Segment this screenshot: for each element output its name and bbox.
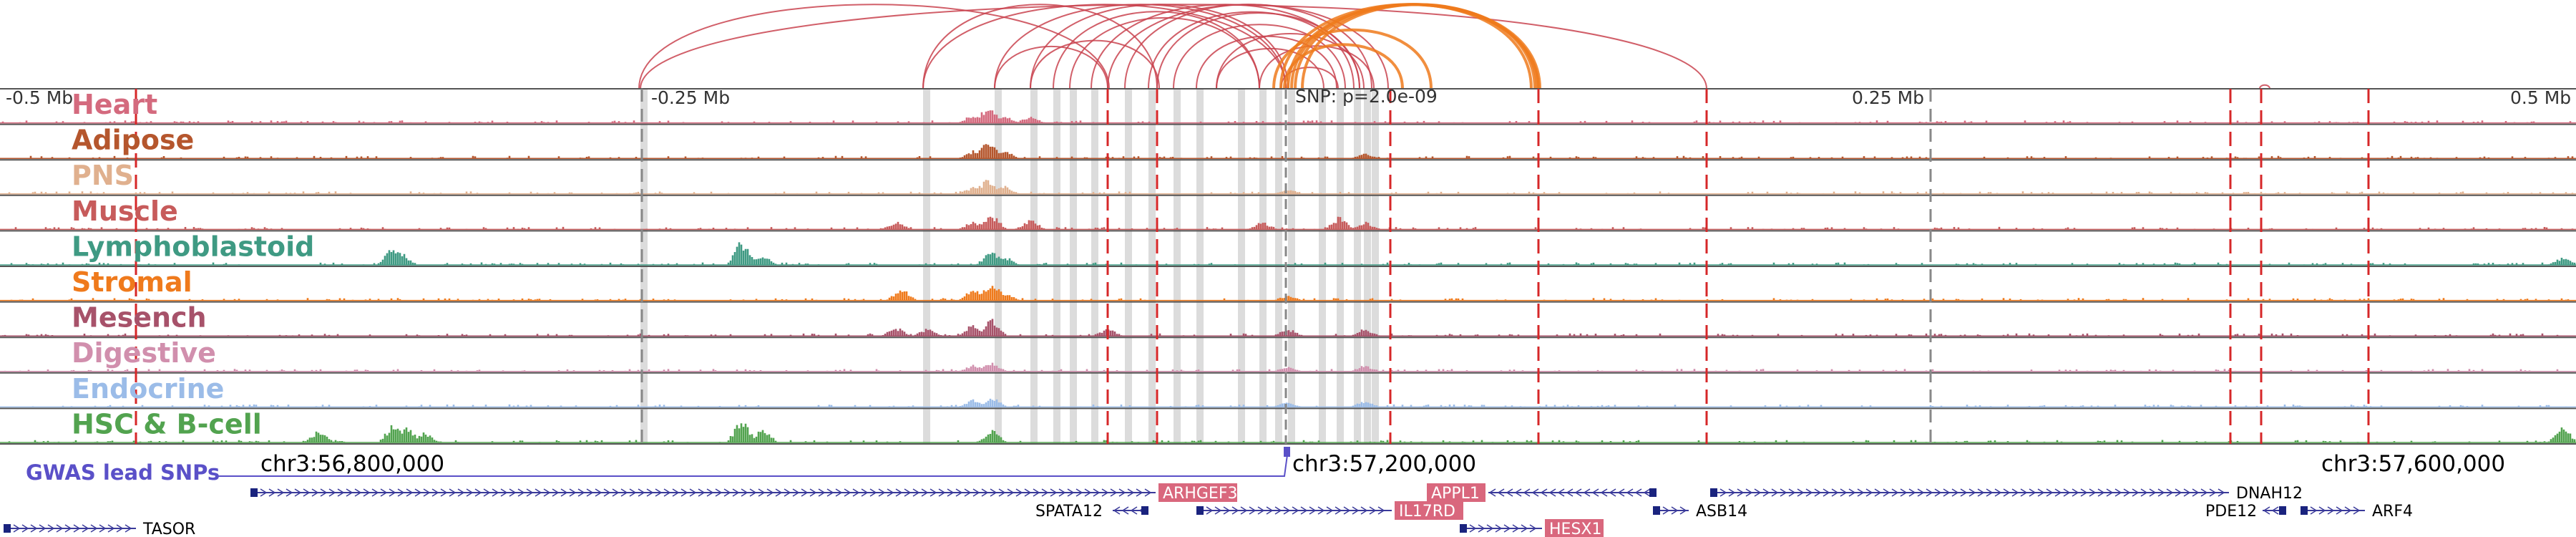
gene-pde12[interactable]: PDE12 [2205,503,2286,521]
track-label: Adipose [72,125,194,156]
gene-tasor[interactable]: TASOR [4,521,195,537]
gene-exon [1196,506,1204,515]
loop-arc [1030,4,1289,90]
track-label: Heart [72,89,157,120]
track-row [0,266,2576,301]
gene-label: HESX1 [1549,521,1601,537]
gene-arhgef3[interactable]: ARHGEF3 [250,483,1237,503]
loop-arc [1216,33,1365,90]
track-label: Digestive [72,337,216,369]
gene-exon [4,524,11,533]
signal-peaks [29,144,2574,159]
gene-label: SPATA12 [1035,503,1103,521]
track-label: PNS [72,160,134,191]
gene-exon [1649,488,1657,497]
track-row [0,407,2576,443]
gene-exon [1141,506,1148,515]
gene-label: DNAH12 [2236,485,2303,503]
gene-exon [2279,506,2286,515]
loop-arc [1107,4,1389,90]
gene-arf4[interactable]: ARF4 [2301,503,2413,521]
loop-arc [1280,67,1339,90]
gene-il17rd[interactable]: IL17RD [1196,501,1463,521]
loop-arc [1148,11,1355,90]
track-label: Stromal [72,266,192,298]
chromatin-loops [638,3,2270,90]
gene-exon [1653,506,1660,515]
signal-tracks [0,88,2576,445]
loop-arc [1156,12,1360,90]
loop-arc [1030,39,1160,90]
gene-exon [1460,524,1467,533]
coordinate-label-2: chr3:57,200,000 [1292,451,1476,477]
loop-arc [994,45,1108,90]
strand-arrows [1488,488,1651,497]
coordinate-label-3: chr3:57,600,000 [2321,451,2505,477]
signal-peaks [31,398,2567,407]
loop-arc [922,4,1287,90]
gene-label-bg [1545,519,1604,537]
strand-arrows [2263,506,2279,515]
track-label: Lymphoblastoid [72,231,314,262]
track-row [0,194,2576,231]
gene-label: ARF4 [2372,503,2413,521]
gene-label-bg [1395,501,1463,520]
coordinate-label-1: chr3:56,800,000 [260,451,444,477]
scale-label-right: 0.5 Mb [2510,87,2571,108]
gene-label: ARHGEF3 [1163,485,1237,503]
gene-spata12[interactable]: SPATA12 [1035,503,1148,521]
track-labels: Heart Adipose PNS Muscle Lymphoblastoid Strom… [72,89,314,440]
gene-label: IL17RD [1399,503,1455,521]
scale-label-left: -0.5 Mb [6,87,73,108]
track-label: Muscle [72,195,178,227]
gene-dnah12[interactable]: DNAH12 [1710,485,2303,503]
track-row [0,337,2576,372]
gene-label: TASOR [142,521,195,537]
loop-arc [640,4,1707,90]
scale-label-mid-right: 0.25 Mb [1852,87,1924,108]
track-row [0,88,2576,124]
snp-pvalue-label: SNP: p=2.0e-09 [1295,86,1438,107]
gene-asb14[interactable]: ASB14 [1653,503,1747,521]
track-label: HSC & B-cell [72,408,262,440]
gwas-snp-marker[interactable] [1284,447,1290,457]
gene-exon [250,488,258,497]
strand-arrows [1113,506,1146,515]
loop-arc [1216,47,1324,90]
loop-arc [2259,84,2270,90]
gene-label-bg [1158,483,1237,502]
gene-label: APPL1 [1431,485,1480,503]
loop-arc [1173,24,1346,90]
gwas-track: GWAS lead SNPs [26,447,1290,485]
gene-hesx1[interactable]: HESX1 [1460,519,1604,537]
gwas-connector [218,449,1289,477]
gene-label-bg [1427,483,1485,502]
loop-arc-strong [1272,28,1433,90]
loop-arc [922,4,1158,90]
loop-arc [1069,16,1260,90]
track-row [0,372,2576,408]
loop-arc-strong [1301,3,1536,90]
scale-label-mid-left: -0.25 Mb [651,87,730,108]
gene-label: ASB14 [1696,503,1747,521]
gene-exon [2301,506,2308,515]
track-row [0,301,2576,337]
track-label: Endocrine [72,373,224,405]
gene-label: PDE12 [2205,503,2257,521]
track-row [0,230,2576,266]
loop-arc [638,4,1110,90]
track-row [0,159,2576,195]
gwas-label: GWAS lead SNPs [26,460,220,485]
snp-lines [135,89,2370,444]
gene-appl1[interactable]: APPL1 [1427,483,1657,503]
loop-arc-strong [1283,43,1404,90]
gene-exon [1710,488,1717,497]
track-label: Mesench [72,302,207,334]
